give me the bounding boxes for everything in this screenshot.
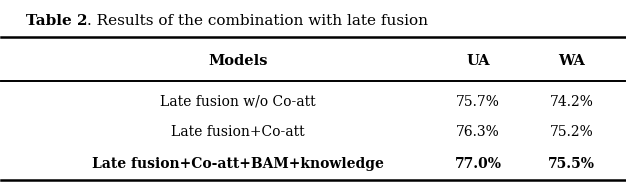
Text: Late fusion+Co-att: Late fusion+Co-att [172, 125, 305, 139]
Text: 74.2%: 74.2% [550, 95, 593, 109]
Text: 75.7%: 75.7% [456, 95, 500, 109]
Text: 75.2%: 75.2% [550, 125, 593, 139]
Text: Models: Models [208, 54, 268, 68]
Text: Late fusion+Co-att+BAM+knowledge: Late fusion+Co-att+BAM+knowledge [92, 157, 384, 171]
Text: WA: WA [558, 54, 585, 68]
Text: . Results of the combination with late fusion: . Results of the combination with late f… [88, 14, 428, 28]
Text: UA: UA [466, 54, 490, 68]
Text: Table 2: Table 2 [26, 14, 88, 28]
Text: Late fusion w/o Co-att: Late fusion w/o Co-att [160, 95, 316, 109]
Text: 75.5%: 75.5% [548, 157, 595, 171]
Text: 76.3%: 76.3% [456, 125, 500, 139]
Text: 77.0%: 77.0% [454, 157, 501, 171]
